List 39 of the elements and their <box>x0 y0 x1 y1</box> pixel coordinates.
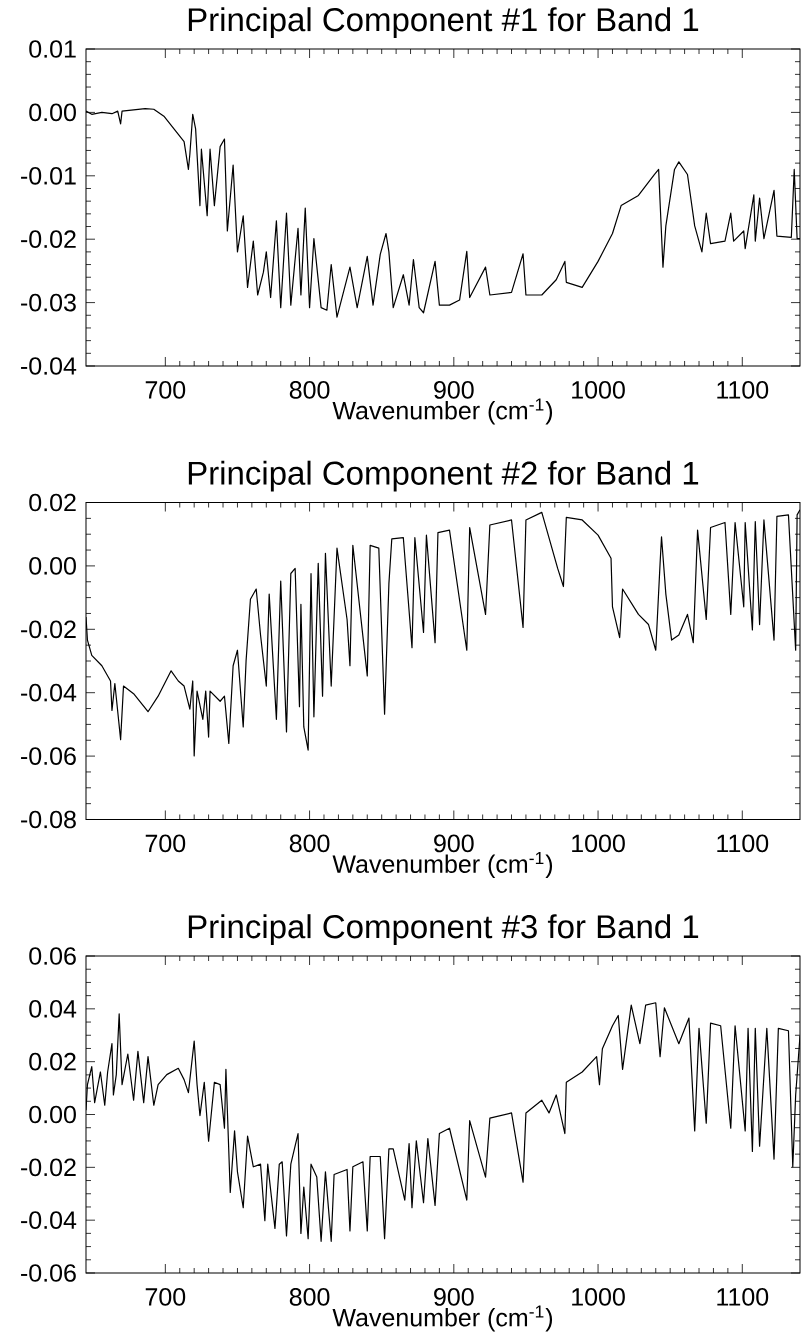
x-tick-label: 700 <box>145 834 186 853</box>
y-tick-label: -0.01 <box>21 166 76 185</box>
y-tick-label: 0.06 <box>29 947 76 965</box>
x-tick-label: 1000 <box>572 381 625 399</box>
x-axis-title: Wavenumber (cm$^{-1}$) <box>332 1305 553 1332</box>
y-tick-label: -0.04 <box>21 357 77 375</box>
y-tick-label: -0.02 <box>21 1158 76 1177</box>
y-tick-label: -0.03 <box>21 293 76 312</box>
x-axis-title: Wavenumber (cm$^{-1}$) <box>332 398 553 425</box>
x-tick-label: 800 <box>289 1288 330 1306</box>
chart-title: Principal Component #2 for Band 1 <box>188 460 699 492</box>
x-tick-label: 1100 <box>717 1288 769 1306</box>
y-tick-label: 0.02 <box>29 1052 76 1071</box>
x-tick-label: 900 <box>434 1288 474 1306</box>
x-tick-label: 1000 <box>572 1288 625 1306</box>
x-tick-label: 700 <box>145 381 186 399</box>
y-tick-label: -0.02 <box>21 230 76 249</box>
y-tick-label: 0.00 <box>29 103 76 122</box>
x-tick-label: 900 <box>434 834 474 853</box>
y-tick-label: -0.08 <box>21 810 76 829</box>
x-tick-label: 900 <box>434 381 474 399</box>
y-tick-label: 0.01 <box>29 40 76 58</box>
x-tick-label: 700 <box>145 1288 186 1306</box>
y-tick-label: -0.04 <box>21 1211 77 1230</box>
chart-title: Principal Component #1 for Band 1 <box>188 7 699 38</box>
x-tick-label: 1000 <box>572 834 625 853</box>
y-tick-label: 0.00 <box>29 557 76 575</box>
x-tick-label: 800 <box>289 834 330 853</box>
chart-title: Principal Component #3 for Band 1 <box>188 914 699 945</box>
y-tick-label: -0.02 <box>21 620 76 639</box>
y-tick-label: 0.02 <box>29 493 76 512</box>
y-tick-label: 0.00 <box>29 1105 76 1124</box>
y-tick-label: 0.04 <box>29 1000 77 1018</box>
x-tick-label: 800 <box>289 381 330 399</box>
x-tick-label: 1100 <box>717 381 769 399</box>
x-tick-label: 1100 <box>717 834 769 853</box>
y-tick-label: -0.04 <box>21 683 77 702</box>
y-tick-label: -0.06 <box>21 1264 76 1282</box>
y-tick-label: -0.06 <box>21 747 76 765</box>
